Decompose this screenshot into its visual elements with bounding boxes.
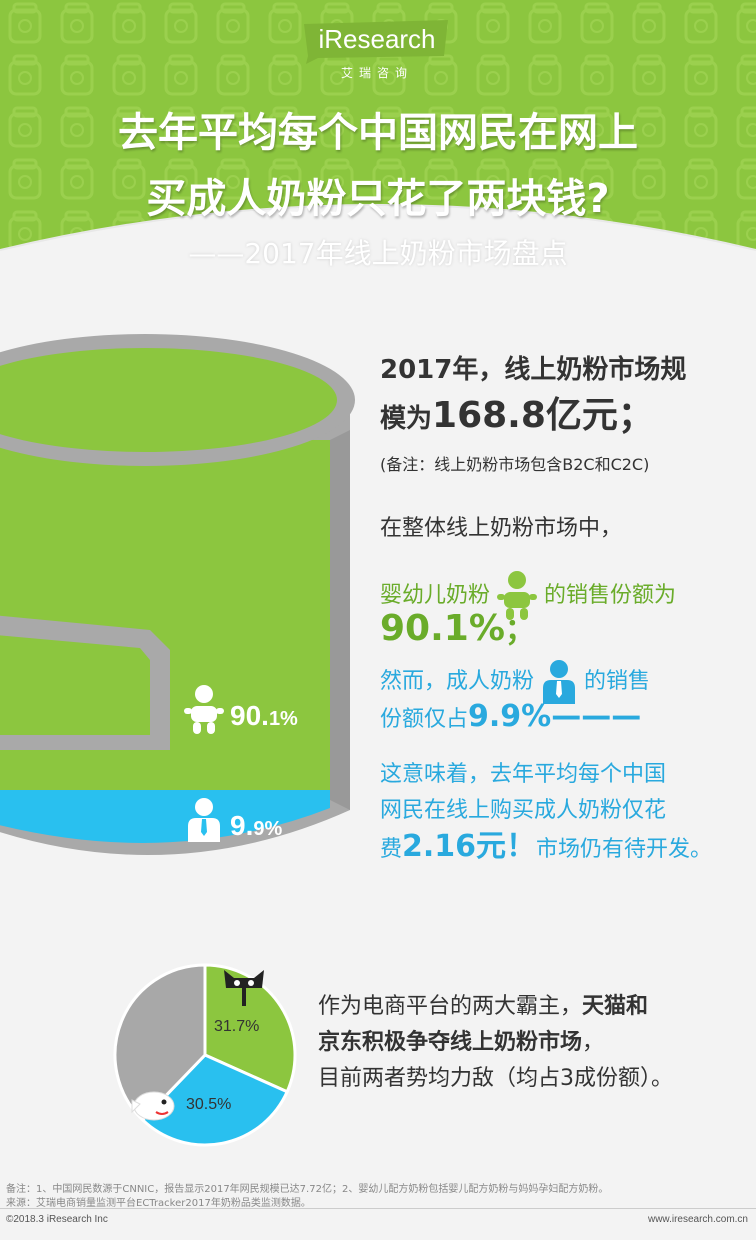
pie-label-jd: 30.5% <box>186 1096 232 1113</box>
share-intro: 在整体线上奶粉市场中， <box>380 516 623 541</box>
market-note: (备注：线上奶粉市场包含B2C和C2C) <box>380 455 650 474</box>
pie-slice-tmall <box>203 963 297 1094</box>
footer-note: 备注：1、中国网民数源于CNNIC，报告显示2017年网民规模已达7.72亿；2… <box>6 1184 609 1195</box>
per-capita-spend: 2.16元！ <box>402 829 537 864</box>
infant-share-value-line: 90.1%； <box>380 608 535 649</box>
platform-line3: 目前两者势均力敌（均占3成份额）。 <box>318 1066 673 1091</box>
jd-dog-icon <box>131 1091 175 1121</box>
platform-share-pie-chart <box>113 963 297 1147</box>
baby-icon <box>184 685 224 734</box>
market-size-line2: 模为168.8亿元； <box>380 395 654 436</box>
iresearch-logo: iResearch 艾瑞咨询 <box>302 20 452 84</box>
pie-slice-other <box>113 963 207 1122</box>
milk-can-illustration <box>0 334 355 855</box>
adult-share-value: 9.9% <box>468 699 552 734</box>
logo-subtitle: 艾瑞咨询 <box>340 66 413 80</box>
adult-share-value-line: 份额仅占9.9%——— <box>380 699 642 734</box>
copyright: ©2018.3 iResearch Inc <box>6 1214 108 1225</box>
market-size-line1: 2017年，线上奶粉市场规 <box>380 355 687 385</box>
website-link[interactable]: www.iresearch.com.cn <box>647 1214 748 1225</box>
subtitle: ——2017年线上奶粉市场盘点 <box>188 237 568 270</box>
logo-text: iResearch <box>318 24 436 54</box>
footer-divider <box>0 1208 756 1209</box>
adult-person-icon <box>188 798 220 842</box>
infant-share-line: 婴幼儿奶粉 的销售份额为 <box>380 570 676 622</box>
platform-line2: 京东积极争夺线上奶粉市场， <box>318 1030 605 1055</box>
title-line-2: 买成人奶粉只花了两块钱? <box>146 176 610 222</box>
pie-slice-jd <box>140 1053 290 1147</box>
platform-line1: 作为电商平台的两大霸主，天猫和 <box>318 994 649 1019</box>
meaning-line3: 费2.16元！市场仍有待开发。 <box>380 829 713 864</box>
market-size-value: 168.8亿元 <box>432 395 618 436</box>
header-curve <box>0 204 756 320</box>
title-line-1: 去年平均每个中国网民在网上 <box>118 110 638 156</box>
baby-icon <box>497 571 538 620</box>
adult-share-label: 9.9% <box>230 810 283 841</box>
meaning-line2: 网民在线上购买成人奶粉仅花 <box>380 798 667 823</box>
tmall-cat-icon <box>224 970 264 1006</box>
adult-person-icon <box>543 660 576 704</box>
header-banner: iResearch 艾瑞咨询 <box>0 0 756 250</box>
logo-speech-bubble-icon <box>304 20 448 64</box>
infant-share-value: 90.1% <box>380 608 505 649</box>
infant-share-label: 90.1% <box>230 700 298 731</box>
footer-source: 来源：艾瑞电商销量监测平台ECTracker2017年奶粉品类监测数据。 <box>6 1198 311 1209</box>
adult-share-line: 然而，成人奶粉 的销售 <box>380 660 650 704</box>
pie-label-tmall: 31.7% <box>214 1018 260 1035</box>
meaning-line1: 这意味着，去年平均每个中国 <box>380 762 667 787</box>
